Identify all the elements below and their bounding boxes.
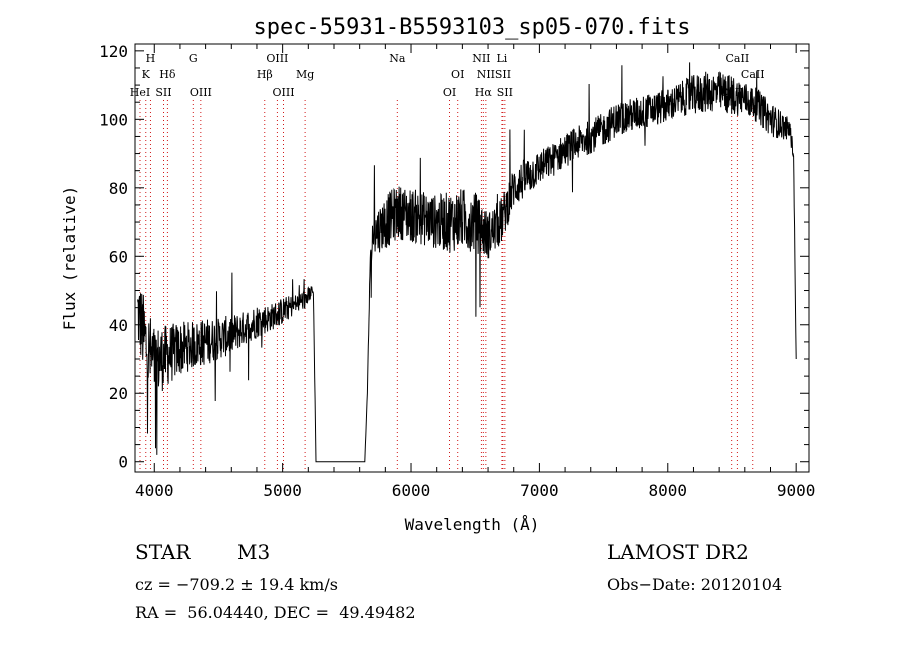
spectral-line-label: OIII: [190, 86, 212, 99]
spectral-line-label: OI: [451, 68, 464, 81]
spectral-line-label: CaII: [726, 52, 750, 65]
y-tick-label: 60: [109, 247, 128, 266]
plot-frame: [134, 43, 810, 473]
spectral-line-label: OIII: [273, 86, 295, 99]
spectral-line-label: Na: [389, 52, 406, 65]
y-tick-label: 120: [99, 42, 128, 61]
spectral-line-label: SII: [155, 86, 171, 99]
x-tick-label: 4000: [135, 481, 174, 500]
x-tick-label: 7000: [520, 481, 559, 500]
y-axis-label: Flux (relative): [60, 186, 79, 331]
object-type: STAR: [135, 540, 191, 564]
y-tick-label: 20: [109, 384, 128, 403]
spectral-line-label: NII: [472, 52, 490, 65]
survey-name: LAMOST DR2: [607, 540, 749, 564]
redshift-cz: cz = −709.2 ± 19.4 km/s: [135, 575, 338, 594]
spectral-line-label: H: [146, 52, 156, 65]
observation-date: Obs−Date: 20120104: [607, 575, 783, 594]
spectral-line-label: G: [189, 52, 198, 65]
spectral-line-label: OIII: [266, 52, 288, 65]
spectral-line-label: SII: [497, 86, 513, 99]
spectral-line-label: OI: [443, 86, 456, 99]
x-tick-label: 6000: [392, 481, 431, 500]
spectral-line-label: SII: [495, 68, 511, 81]
spectral-line-label: HeI: [130, 86, 150, 99]
spectral-line-label: Hδ: [159, 68, 176, 81]
x-tick-label: 5000: [263, 481, 302, 500]
chart-title: spec-55931-B5593103_sp05-070.fits: [253, 15, 690, 40]
spectral-line-label: Hβ: [257, 68, 273, 81]
x-tick-label: 9000: [777, 481, 816, 500]
y-tick-label: 80: [109, 179, 128, 198]
spectral-line-label: CaII: [741, 68, 765, 81]
object-subclass: M3: [237, 540, 271, 564]
y-tick-label: 40: [109, 316, 128, 335]
x-tick-label: 8000: [649, 481, 688, 500]
y-tick-label: 0: [118, 453, 128, 472]
spectral-line-label: NII: [477, 68, 495, 81]
x-axis-label: Wavelength (Å): [405, 515, 540, 534]
spectral-line-label: Hα: [475, 86, 493, 99]
spectral-line-label: K: [142, 68, 151, 81]
spectrum-trace: [137, 62, 797, 463]
y-tick-label: 100: [99, 110, 128, 129]
ra-dec-coordinates: RA = 56.04440, DEC = 49.49482: [135, 603, 416, 622]
spectral-line-label: Li: [496, 52, 507, 65]
spectral-line-label: Mg: [296, 68, 314, 81]
